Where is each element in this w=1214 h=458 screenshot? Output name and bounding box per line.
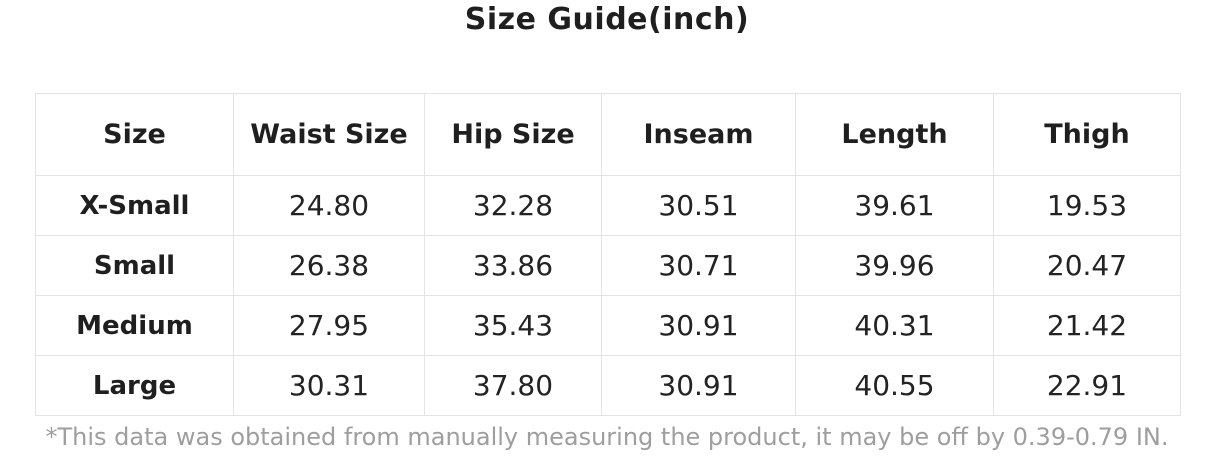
size-label: X-Small	[35, 175, 234, 236]
waist-size-value: 27.95	[233, 295, 425, 356]
length-value: 39.61	[795, 175, 994, 236]
table-row-x-small: X-Small 24.80 32.28 30.51 39.61 19.53	[35, 175, 1181, 236]
inseam-value: 30.91	[601, 295, 796, 356]
thigh-value: 21.42	[993, 295, 1181, 356]
column-header-thigh: Thigh	[993, 93, 1181, 176]
inseam-value: 30.91	[601, 355, 796, 416]
measurement-disclaimer: *This data was obtained from manually me…	[45, 423, 1169, 451]
size-label: Medium	[35, 295, 234, 356]
column-header-hip-size: Hip Size	[424, 93, 602, 176]
length-value: 40.55	[795, 355, 994, 416]
inseam-value: 30.51	[601, 175, 796, 236]
waist-size-value: 24.80	[233, 175, 425, 236]
table-header-row: Size Waist Size Hip Size Inseam Length T…	[35, 93, 1181, 176]
column-header-size: Size	[35, 93, 234, 176]
hip-size-value: 32.28	[424, 175, 602, 236]
size-label: Small	[35, 235, 234, 296]
length-value: 39.96	[795, 235, 994, 296]
size-label: Large	[35, 355, 234, 416]
column-header-waist-size: Waist Size	[233, 93, 425, 176]
length-value: 40.31	[795, 295, 994, 356]
waist-size-value: 30.31	[233, 355, 425, 416]
column-header-length: Length	[795, 93, 994, 176]
table-row-medium: Medium 27.95 35.43 30.91 40.31 21.42	[35, 295, 1181, 356]
inseam-value: 30.71	[601, 235, 796, 296]
waist-size-value: 26.38	[233, 235, 425, 296]
thigh-value: 19.53	[993, 175, 1181, 236]
thigh-value: 20.47	[993, 235, 1181, 296]
table-row-small: Small 26.38 33.86 30.71 39.96 20.47	[35, 235, 1181, 296]
page-title: Size Guide(inch)	[464, 2, 750, 37]
table-row-large: Large 30.31 37.80 30.91 40.55 22.91	[35, 355, 1181, 416]
size-guide-table: Size Waist Size Hip Size Inseam Length T…	[35, 93, 1181, 416]
hip-size-value: 33.86	[424, 235, 602, 296]
hip-size-value: 35.43	[424, 295, 602, 356]
hip-size-value: 37.80	[424, 355, 602, 416]
column-header-inseam: Inseam	[601, 93, 796, 176]
thigh-value: 22.91	[993, 355, 1181, 416]
